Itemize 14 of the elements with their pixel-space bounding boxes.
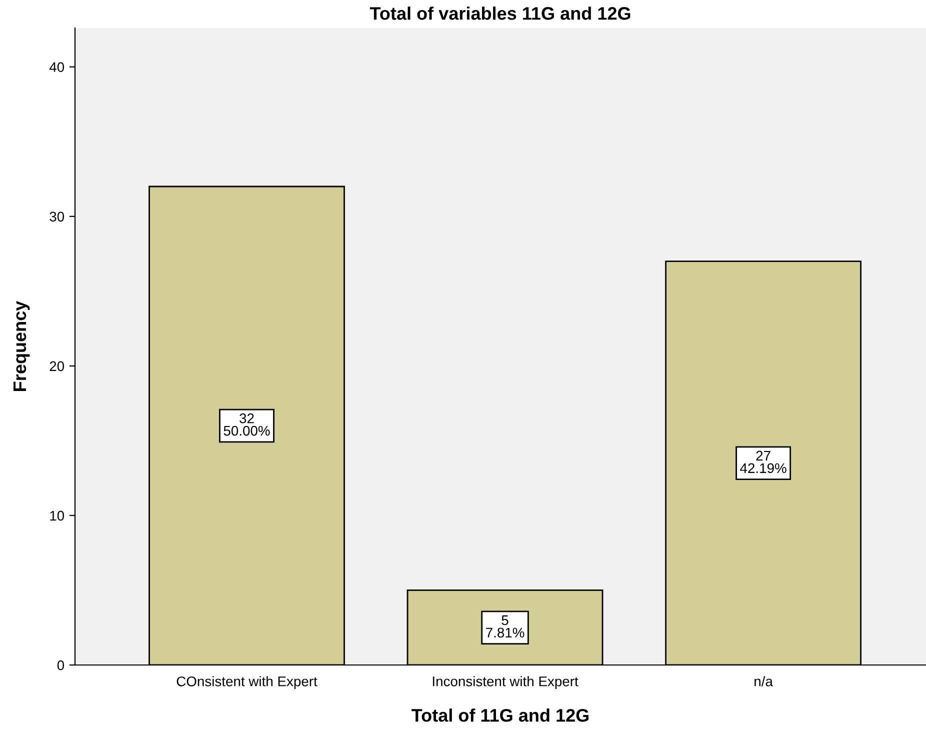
x-tick-label: Inconsistent with Expert [432, 676, 578, 690]
y-axis-title: Frequency [14, 300, 30, 391]
y-tick-label: 20 [50, 361, 64, 372]
y-tick-label: 30 [50, 212, 64, 222]
x-axis-title: Total of 11G and 12G [412, 708, 589, 722]
y-tick-label: 40 [49, 62, 64, 72]
x-tick-label: COnsistent with Expert [176, 676, 318, 690]
data-label: 5 7.81% [486, 615, 524, 638]
y-tick-label: 0 [57, 660, 64, 670]
data-label: 32 50.00% [224, 413, 270, 436]
x-tick-label: n/a [754, 676, 773, 686]
data-label: 27 42.19% [740, 450, 786, 474]
y-tick-label: 10 [50, 510, 64, 521]
chart-title: Total of variables 11G and 12G [370, 6, 630, 20]
